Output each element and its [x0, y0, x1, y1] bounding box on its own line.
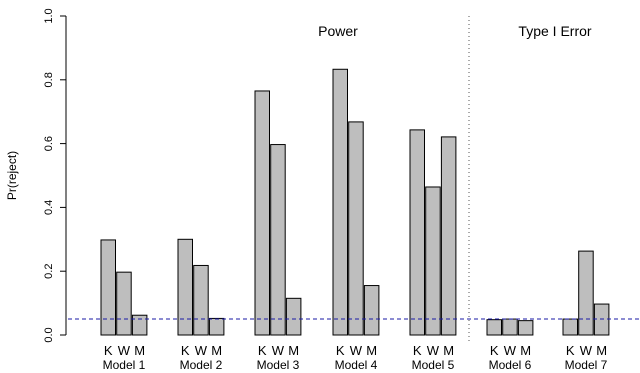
bar-series-label: W [272, 343, 285, 358]
bar-series-label: M [288, 343, 299, 358]
bar-model-6-m [517, 320, 534, 336]
bar-model-7-w [578, 250, 594, 336]
bar-model-7-k [562, 318, 578, 336]
bar-series-label: M [520, 343, 531, 358]
bar-model-2-m [208, 317, 225, 336]
bar-model-3-k [254, 90, 270, 336]
bar-model-5-m [440, 136, 457, 336]
bar-series-label: K [181, 343, 190, 358]
bar-model-3-m [285, 297, 302, 336]
model-label: Model 6 [489, 358, 532, 372]
model-label: Model 7 [565, 358, 608, 372]
bar-series-label: W [195, 343, 208, 358]
bar-series-label: W [118, 343, 131, 358]
model-label: Model 2 [180, 358, 223, 372]
bar-model-5-w [425, 186, 441, 336]
model-label: Model 4 [335, 358, 378, 372]
bar-series-label: W [427, 343, 440, 358]
bar-model-4-w [348, 121, 364, 336]
bar-series-label: M [366, 343, 377, 358]
bar-series-label: K [104, 343, 113, 358]
bar-series-label: K [258, 343, 267, 358]
y-tick-label: 1.0 [43, 8, 55, 23]
y-axis-label: Pr(reject) [5, 151, 19, 200]
bar-series-label: M [134, 343, 145, 358]
bar-model-4-k [332, 68, 348, 336]
y-tick-label: 0.0 [43, 327, 55, 342]
annotation-power: Power [318, 23, 358, 39]
y-axis-ticks: 0.0 0.2 0.4 0.6 0.8 1.0 [43, 8, 66, 343]
bar-model-3-w [270, 144, 286, 336]
bar-model-1-m [131, 314, 148, 336]
bar-model-2-w [193, 264, 209, 336]
bar-series-label: W [504, 343, 517, 358]
bar-model-4-m [363, 285, 380, 336]
model-labels: Model 1 Model 2 Model 3 Model 4 Model 5 Model… [103, 358, 608, 372]
bar-series-label: K [336, 343, 345, 358]
bar-model-6-k [486, 319, 502, 336]
bar-series-label: M [443, 343, 454, 358]
bar-model-1-w [116, 271, 132, 336]
bar-model-5-k [409, 129, 425, 336]
annotation-type-i-error: Type I Error [518, 23, 591, 39]
bar-series-label: K [490, 343, 499, 358]
bar-series-label: W [350, 343, 363, 358]
bar-series-label: K [566, 343, 575, 358]
bar-series-label: W [580, 343, 593, 358]
bar-series-label: M [596, 343, 607, 358]
bar-series-label: K [413, 343, 422, 358]
y-tick-label: 0.8 [43, 72, 55, 87]
bar-model-6-w [502, 318, 518, 336]
model-label: Model 1 [103, 358, 146, 372]
bar-layer [100, 68, 610, 336]
y-tick-label: 0.4 [43, 200, 55, 215]
model-label: Model 3 [257, 358, 300, 372]
model-label: Model 5 [412, 358, 455, 372]
bar-model-1-k [100, 239, 116, 336]
bar-model-2-k [177, 238, 193, 336]
y-tick-label: 0.6 [43, 136, 55, 151]
y-tick-label: 0.2 [43, 264, 55, 279]
bar-series-label: M [211, 343, 222, 358]
